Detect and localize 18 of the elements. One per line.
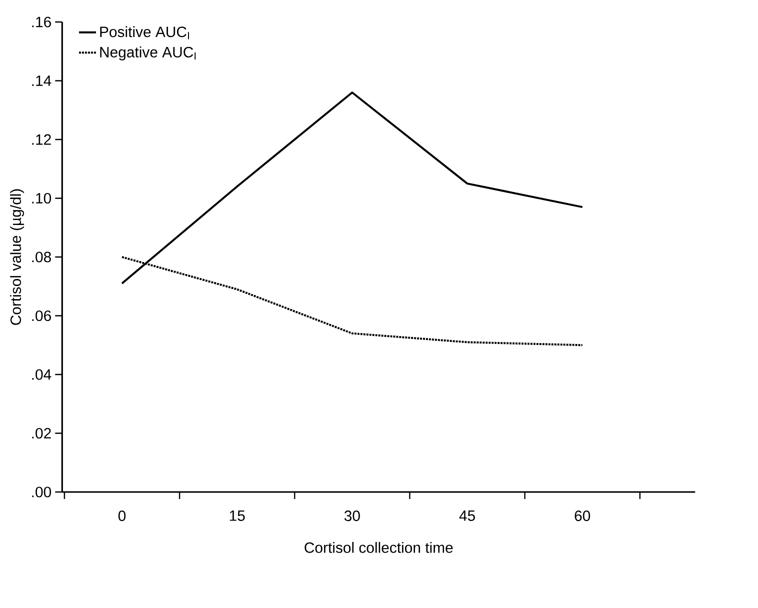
x-axis-title: Cortisol collection time	[304, 542, 453, 553]
y-tick-label: .14	[32, 76, 52, 86]
y-tick-label: .08	[32, 252, 51, 262]
x-tick-label: 45	[459, 510, 475, 521]
y-tick-label: .02	[32, 428, 51, 439]
y-tick-label: .10	[32, 192, 52, 204]
x-tick-label: 30	[344, 510, 360, 522]
x-tick-label: 0	[118, 510, 126, 522]
legend-label: Negative AUC$_{I}$	[100, 46, 196, 60]
y-axis-title: Cortisol value (µg/dl)	[10, 189, 24, 325]
x-tick-label: 60	[574, 510, 590, 522]
x-tick-label: 15	[230, 510, 245, 521]
y-tick-label: .12	[32, 134, 51, 145]
y-tick-label: .00	[32, 486, 52, 498]
y-tick-label: .06	[32, 310, 51, 322]
legend-label: Positive AUC$_{I}$	[100, 26, 189, 40]
y-tick-label: .16	[32, 16, 51, 28]
y-tick-label: .04	[32, 369, 52, 380]
